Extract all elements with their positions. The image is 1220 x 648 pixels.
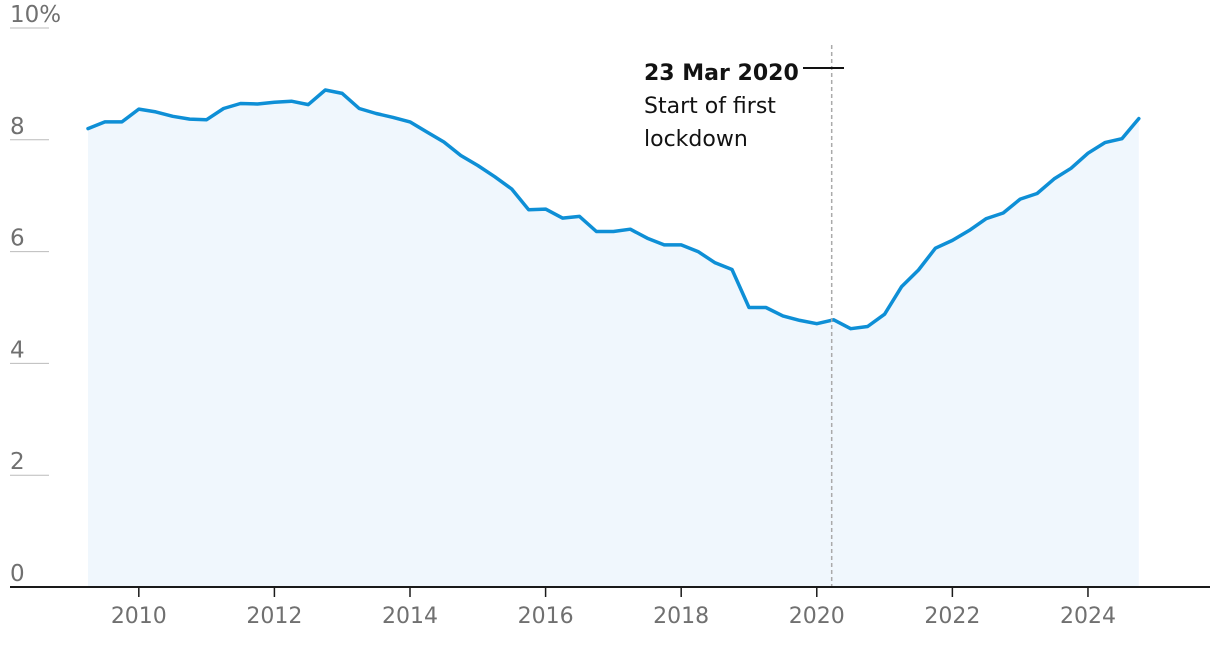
data-point [578,215,581,218]
data-point [256,103,259,106]
data-point [849,327,852,330]
data-point [476,164,479,167]
x-tick-label: 2018 [653,604,709,629]
annotation-date: 23 Mar 2020 [644,61,799,86]
data-point [1053,177,1056,180]
data-point [409,120,412,123]
data-point [866,325,869,328]
annotation-text-line-2: lockdown [644,127,748,152]
data-point [968,229,971,232]
data-point [883,313,886,316]
data-point [680,243,683,246]
data-point [222,107,225,110]
y-tick-label: 10% [10,2,61,28]
y-tick-label: 4 [10,337,25,363]
data-point [561,217,564,220]
data-point [154,110,157,113]
data-point [527,208,530,211]
data-point [1070,167,1073,170]
x-axis-ticks: 2010 2012 2014 2016 2018 2020 2022 2024 [111,587,1116,629]
x-tick-label: 2024 [1060,604,1116,629]
data-point [171,115,174,118]
data-point [748,306,751,309]
data-point [493,175,496,178]
area-fill [88,90,1139,587]
data-point [731,268,734,271]
data-point [663,243,666,246]
data-point [358,107,361,110]
y-tick-label: 2 [10,449,25,475]
data-point [951,239,954,242]
data-point [764,306,767,309]
data-point [900,285,903,288]
x-tick-label: 2014 [382,604,438,629]
y-axis-ticks: 0 2 4 6 8 10% [10,2,61,587]
data-point [544,208,547,211]
data-point [697,250,700,253]
data-point [985,217,988,220]
data-point [120,120,123,123]
data-point [87,127,90,130]
data-point [1137,117,1140,120]
data-point [1002,212,1005,215]
annotation-text-line-1: Start of first [644,94,776,119]
data-point [781,314,784,317]
data-point [273,101,276,104]
data-point [205,118,208,121]
data-point [239,102,242,105]
data-point [917,269,920,272]
data-point [612,230,615,233]
x-tick-label: 2016 [518,604,574,629]
data-point [1103,141,1106,144]
data-point [392,116,395,119]
data-point [307,103,310,106]
series-line [86,88,1141,331]
data-point [137,108,140,111]
data-point [188,118,191,121]
y-tick-label: 6 [10,226,25,252]
data-point [425,131,428,134]
y-tick-label: 8 [10,114,25,140]
data-point [1120,137,1123,140]
data-point [595,230,598,233]
data-point [798,319,801,322]
data-point [714,261,717,264]
data-point [290,100,293,103]
data-point [1087,152,1090,155]
data-point [442,141,445,144]
x-tick-label: 2010 [111,604,167,629]
data-point [1019,198,1022,201]
data-point [629,228,632,231]
data-point [341,92,344,95]
x-tick-label: 2020 [789,604,845,629]
x-tick-label: 2012 [246,604,302,629]
data-point [815,322,818,325]
data-point [103,120,106,123]
y-tick-label: 0 [10,561,25,587]
data-point [459,154,462,157]
data-point [934,247,937,250]
data-point [832,318,835,321]
data-point [324,89,327,92]
data-point [646,237,649,240]
data-point [1036,192,1039,195]
data-point [375,112,378,115]
data-point [510,188,513,191]
x-tick-label: 2022 [924,604,980,629]
